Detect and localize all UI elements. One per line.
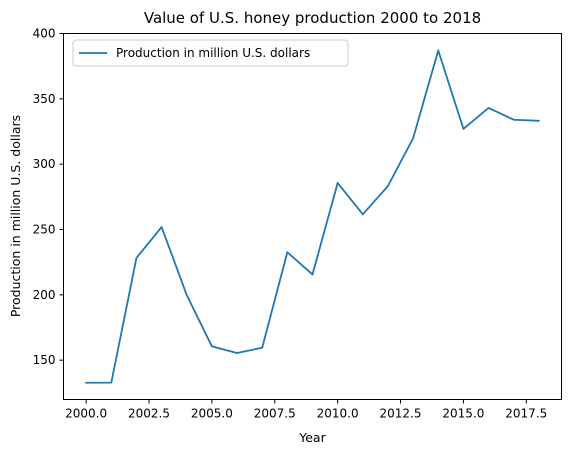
x-tick-label: 2002.5 [128, 407, 170, 421]
legend-box [72, 39, 349, 67]
plot-area [85, 49, 540, 384]
y-tick-label: 350 [33, 92, 56, 106]
x-tick-label: 2017.5 [505, 407, 547, 421]
data-point [387, 185, 389, 187]
data-point [512, 118, 515, 121]
data-point [336, 182, 339, 184]
x-tick-label: 2012.5 [380, 407, 422, 421]
y-tick-label: 250 [33, 223, 56, 237]
y-tick-label: 200 [33, 288, 56, 302]
data-point [236, 352, 238, 354]
data-point [210, 345, 213, 348]
x-tick-label: 2010.0 [317, 407, 359, 421]
data-point [85, 381, 88, 384]
y-tick-label: 300 [33, 157, 56, 171]
chart-title: Value of U.S. honey production 2000 to 2… [144, 9, 481, 27]
data-point [537, 119, 540, 122]
data-point [487, 107, 490, 109]
data-point [437, 49, 440, 52]
axes-frame [63, 33, 562, 400]
data-point [110, 381, 113, 384]
legend-label: Production in million U.S. dollars [116, 46, 310, 60]
x-tick-label: 2015.0 [442, 407, 484, 421]
data-point [311, 273, 314, 276]
data-point [286, 251, 289, 254]
y-tick-label: 400 [33, 27, 56, 41]
legend: Production in million U.S. dollars [72, 39, 349, 67]
x-tick-label: 2000.0 [65, 407, 107, 421]
data-point [185, 294, 188, 296]
data-point [261, 346, 264, 349]
y-axis: 150 200 250 300 350 400 [33, 27, 64, 367]
data-point [160, 226, 163, 228]
x-axis-label: Year [298, 430, 326, 445]
x-axis: 2000.0 2002.5 2005.0 2007.5 2010.0 2012.5 2015… [65, 399, 547, 421]
data-point [361, 213, 364, 216]
y-axis-label: Production in million U.S. dollars [8, 115, 23, 317]
x-tick-label: 2005.0 [191, 407, 233, 421]
data-point [462, 127, 465, 130]
data-point [135, 257, 138, 259]
y-tick-label: 150 [33, 353, 56, 367]
x-tick-label: 2007.5 [254, 407, 296, 421]
data-point [412, 137, 415, 140]
